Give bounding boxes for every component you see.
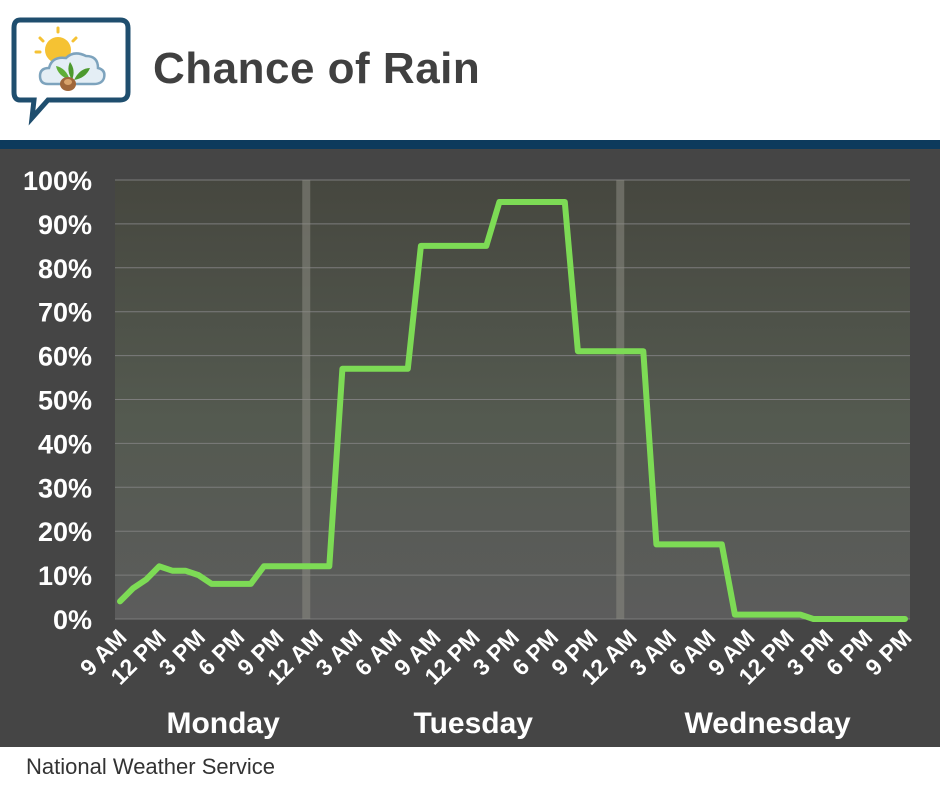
day-label: Tuesday [414,707,534,740]
y-tick-label: 0% [53,605,92,635]
header-divider [0,140,940,149]
day-label: Wednesday [685,707,851,740]
y-tick-label: 90% [38,210,92,240]
y-tick-label: 70% [38,298,92,328]
rain-chance-line [117,199,908,622]
chart-panel: 0% 10% 20% 30% 40% 50% 60% 70% 80% 90% 100% 9 AM 12… [0,149,940,747]
y-tick-label: 10% [38,561,92,591]
header: Chance of Rain [0,0,940,140]
page-title: Chance of Rain [153,44,481,93]
midnight-separator [616,180,625,619]
x-tick-label: 9 PM [860,624,916,680]
day-label: Monday [166,707,280,740]
y-tick-label: 80% [38,254,92,284]
y-tick-label: 60% [38,342,92,372]
y-tick-label: 30% [38,473,92,503]
weather-logo-icon [11,17,131,126]
midnight-separator [302,180,311,619]
rain-chance-chart: 0%10%20%30%40%50%60%70%80%90%100% 9 AM12… [23,166,917,740]
source-credit: National Weather Service [26,754,276,779]
y-tick-label: 20% [38,517,92,547]
y-tick-label: 50% [38,386,92,416]
y-tick-label: 100% [23,166,92,196]
y-tick-label: 40% [38,429,92,459]
